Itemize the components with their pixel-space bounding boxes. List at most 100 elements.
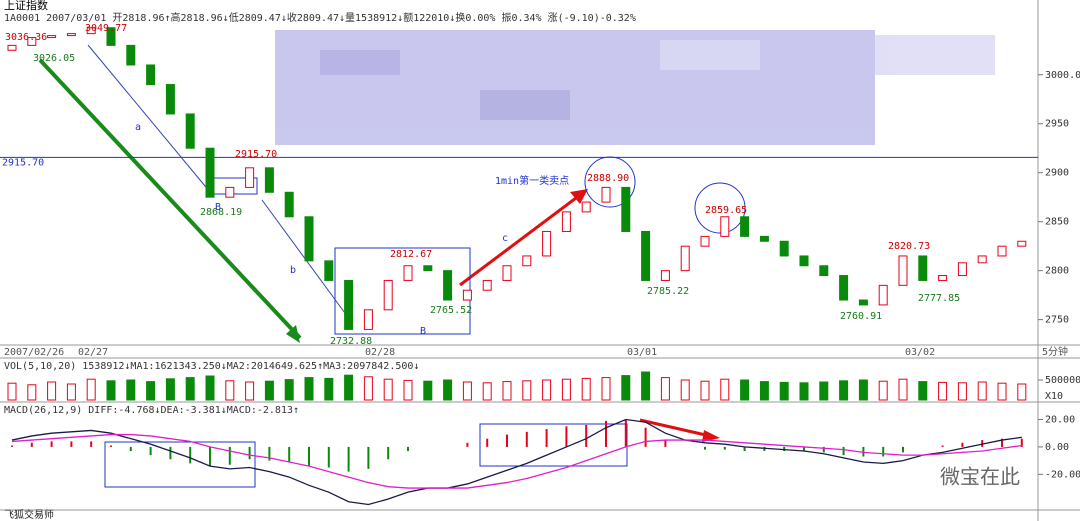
volume-bar [660, 377, 670, 401]
footer: 飞狐交易师 [4, 508, 54, 521]
volume-bar [601, 377, 611, 401]
candle-body [205, 147, 215, 198]
candle-body [819, 265, 829, 277]
candle-body [66, 33, 76, 37]
y-tick-label: 500000 [1045, 375, 1080, 386]
candle-body [938, 275, 948, 281]
volume-bar [482, 382, 492, 401]
y-tick-label: 2850 [1045, 217, 1069, 228]
volume-bar [977, 381, 987, 401]
annotation: 2732.88 [330, 336, 372, 347]
candle-body [502, 265, 512, 281]
volume-bar [146, 381, 156, 401]
trend-arrow [38, 58, 302, 340]
candle-body [977, 255, 987, 264]
annotation: 2868.19 [200, 207, 242, 218]
reference-label: 2915.70 [2, 157, 44, 168]
candle-body [680, 245, 690, 272]
candle-body [918, 255, 928, 281]
candle-body [443, 270, 453, 301]
volume-bar [225, 380, 235, 401]
y-tick-label: 2750 [1045, 315, 1069, 326]
volume-bar [264, 380, 274, 401]
volume-bar [344, 374, 354, 401]
volume-bar [502, 381, 512, 401]
candle-body [165, 84, 175, 115]
volume-bar [245, 381, 255, 401]
info-line: 1A0001 2007/03/01 开2818.96↑高2818.96↓低280… [4, 11, 636, 24]
volume-bar [324, 377, 334, 401]
volume-bar [383, 378, 393, 401]
candle-body [997, 245, 1007, 257]
candle-body [1017, 240, 1027, 247]
candle-body [462, 289, 472, 301]
volume-bar [66, 383, 76, 401]
volume-bar [205, 375, 215, 401]
chart-title: 上证指数 [4, 0, 48, 12]
box [104, 441, 256, 488]
volume-bar [86, 378, 96, 401]
candle-body [86, 27, 96, 35]
volume-bar [858, 379, 868, 401]
volume-bar [799, 382, 809, 401]
candle-body [47, 35, 57, 39]
candle-body [344, 279, 354, 330]
candle-body [27, 37, 37, 46]
x-tick-label: 2007/02/26 [4, 347, 64, 358]
candle-body [264, 167, 274, 193]
volume-bar [779, 381, 789, 401]
candle-body [581, 201, 591, 213]
annotation: 3049.77 [85, 23, 127, 34]
annotation: b [290, 265, 296, 276]
x-tick-label: 03/02 [905, 347, 935, 358]
volume-bar [561, 378, 571, 401]
volume-bar [621, 375, 631, 401]
volume-bar [403, 379, 413, 401]
volume-bar [27, 384, 37, 401]
candle-body [185, 113, 195, 149]
candle-body [284, 191, 294, 218]
candle-body [621, 186, 631, 232]
candle-body [779, 240, 789, 257]
candle-body [7, 44, 17, 51]
y-tick-label: 0.00 [1045, 442, 1069, 453]
volume-bar [522, 380, 532, 401]
arrow-head [570, 189, 588, 204]
volume-bar [581, 377, 591, 401]
candle-body [126, 44, 136, 66]
volume-bar [918, 381, 928, 401]
macd-diff-line [11, 418, 1022, 506]
arrow-head [286, 325, 300, 343]
candle-body [225, 186, 235, 198]
volume-bar [1017, 383, 1027, 401]
candle-body [363, 309, 373, 330]
annotation: 2785.22 [647, 286, 689, 297]
annotation: 2765.52 [430, 305, 472, 316]
annotation: 2859.65 [705, 205, 747, 216]
volume-bar [304, 377, 314, 401]
y-tick-label: 2950 [1045, 119, 1069, 130]
candle-body [839, 275, 849, 301]
volume-bar [47, 381, 57, 401]
box [479, 423, 628, 467]
volume-bar [542, 379, 552, 401]
volume-bar [106, 380, 116, 401]
annotation: B [420, 326, 426, 337]
candle-body [720, 216, 730, 237]
annotation: 2812.67 [390, 249, 432, 260]
volume-bar [740, 379, 750, 401]
candle-body [245, 167, 255, 188]
x-tick-label: 03/01 [627, 347, 657, 358]
arrow-head [702, 430, 720, 442]
volume-bar [898, 378, 908, 401]
volume-bar [938, 381, 948, 401]
watermark: 微宝在此 [940, 465, 1020, 489]
candle-body [324, 260, 334, 281]
x-tick-label: 02/28 [365, 347, 395, 358]
volume-bar [284, 379, 294, 401]
annotation: 2777.85 [918, 293, 960, 304]
y-tick-label: 20.00 [1045, 414, 1075, 425]
volume-bar [363, 376, 373, 401]
volume-bar [423, 380, 433, 401]
